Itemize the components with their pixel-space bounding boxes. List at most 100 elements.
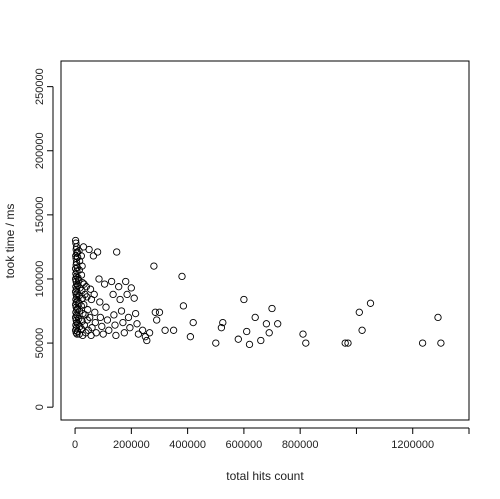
- data-point: [189, 318, 197, 327]
- x-tick-label: 400000: [169, 439, 206, 451]
- data-point: [80, 280, 88, 288]
- data-point: [71, 300, 80, 309]
- x-tick-label: 600000: [226, 439, 263, 451]
- data-point: [240, 295, 248, 304]
- y-tick-label: 100000: [34, 261, 46, 298]
- data-point: [78, 262, 86, 270]
- data-point: [302, 339, 310, 347]
- data-point: [77, 252, 85, 260]
- data-point: [96, 298, 104, 306]
- x-axis: 0 200000 400000 600000 800000 1200000: [72, 427, 470, 451]
- data-point: [117, 307, 126, 315]
- data-point: [257, 336, 265, 345]
- data-point: [265, 329, 273, 337]
- data-point: [262, 320, 271, 328]
- data-point: [115, 283, 123, 291]
- data-point: [93, 248, 102, 256]
- data-point: [86, 313, 94, 322]
- data-point: [130, 294, 138, 302]
- data-point: [153, 316, 161, 324]
- data-point: [186, 333, 195, 341]
- y-tick-label: 250000: [34, 68, 46, 105]
- data-point: [161, 326, 169, 334]
- data-point: [109, 290, 117, 299]
- data-point: [234, 335, 242, 343]
- data-point: [91, 308, 99, 316]
- y-tick-label: 150000: [34, 196, 46, 233]
- data-point: [91, 318, 99, 327]
- data-point: [96, 313, 105, 322]
- x-tick-label: 800000: [282, 439, 319, 451]
- y-axis: 0 50000 100000 150000 200000 250000: [34, 68, 54, 410]
- data-point: [88, 324, 96, 332]
- data-point: [98, 322, 106, 331]
- x-tick-label: 1200000: [391, 439, 434, 451]
- data-point: [434, 313, 442, 322]
- data-point: [122, 277, 130, 286]
- data-point: [113, 248, 121, 256]
- data-point: [95, 275, 103, 283]
- data-point: [366, 299, 375, 307]
- data-point: [120, 329, 128, 337]
- plot-box: [60, 60, 470, 421]
- data-point: [83, 316, 91, 324]
- data-point: [150, 262, 158, 270]
- data-point: [243, 327, 251, 336]
- data-point: [245, 340, 254, 349]
- data-point: [437, 339, 445, 347]
- data-point: [274, 320, 282, 328]
- data-point: [138, 326, 147, 334]
- data-point: [355, 308, 363, 316]
- data-point: [358, 326, 366, 334]
- data-point: [124, 313, 133, 322]
- data-point: [79, 279, 87, 287]
- data-point: [77, 271, 86, 279]
- data-point: [143, 336, 151, 345]
- data-point: [212, 339, 220, 347]
- data-point: [86, 285, 95, 293]
- data-point: [107, 277, 116, 286]
- data-point: [110, 311, 118, 319]
- data-point: [141, 333, 150, 341]
- data-point: [127, 284, 135, 292]
- data-point: [179, 302, 188, 310]
- y-tick-label: 0: [34, 404, 46, 410]
- data-point: [103, 316, 112, 324]
- data-point: [178, 272, 186, 281]
- data-point: [151, 308, 159, 316]
- data-point: [341, 339, 349, 347]
- data-point: [418, 339, 427, 347]
- data-point: [219, 318, 227, 327]
- data-point: [112, 331, 120, 340]
- data-point: [89, 252, 98, 260]
- data-point: [81, 290, 89, 299]
- data-point: [116, 295, 124, 304]
- data-point: [73, 304, 82, 313]
- data-point: [92, 329, 100, 337]
- x-axis-label: total hits count: [226, 469, 304, 483]
- data-point: [169, 326, 178, 334]
- data-point: [217, 324, 226, 332]
- data-point: [99, 330, 107, 338]
- data-point: [111, 321, 119, 329]
- data-point: [126, 324, 134, 332]
- data-point: [73, 330, 81, 338]
- data-point: [73, 248, 81, 256]
- data-point: [251, 313, 259, 322]
- data-point: [82, 283, 90, 291]
- data-point: [134, 330, 143, 338]
- data-point: [85, 245, 93, 254]
- data-point: [155, 308, 164, 316]
- x-tick-label: 200000: [113, 439, 150, 451]
- data-point: [344, 339, 352, 347]
- data-point: [131, 309, 140, 318]
- data-point: [78, 317, 86, 325]
- data-point: [268, 304, 276, 313]
- data-point: [145, 329, 154, 337]
- data-point: [299, 330, 307, 338]
- y-tick-label: 200000: [34, 132, 46, 169]
- data-point: [133, 320, 141, 328]
- y-axis-label: took time / ms: [3, 204, 17, 279]
- data-point: [80, 300, 88, 309]
